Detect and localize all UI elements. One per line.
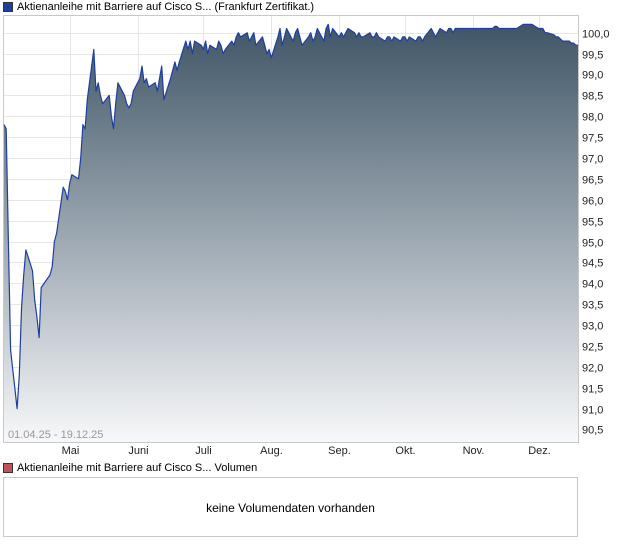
volume-empty-message: keine Volumendaten vorhanden bbox=[206, 501, 375, 515]
x-tick-label: Sep. bbox=[328, 445, 351, 457]
x-tick-label: Aug. bbox=[260, 445, 283, 457]
y-tick-label: 98,0 bbox=[582, 112, 603, 124]
y-tick-label: 92,0 bbox=[582, 363, 603, 375]
y-tick-label: 96,0 bbox=[582, 196, 603, 208]
y-tick-label: 98,5 bbox=[582, 91, 603, 103]
y-tick-label: 91,0 bbox=[582, 405, 603, 417]
x-tick-label: Okt. bbox=[395, 445, 415, 457]
date-range-label: 01.04.25 - 19.12.25 bbox=[8, 429, 103, 441]
volume-legend-label: Aktienanleihe mit Barriere auf Cisco S..… bbox=[17, 462, 258, 474]
y-tick-label: 99,0 bbox=[582, 70, 603, 82]
x-tick-label: Nov. bbox=[463, 445, 485, 457]
y-tick-label: 94,0 bbox=[582, 279, 603, 291]
x-tick-label: Mai bbox=[62, 445, 80, 457]
price-legend-swatch bbox=[3, 2, 13, 12]
y-axis: 90,5 91,0 91,5 92,0 92,5 93,0 93,5 94,0 94,5 95,0… bbox=[582, 29, 610, 437]
volume-legend-swatch bbox=[3, 463, 13, 473]
price-line bbox=[3, 23, 578, 410]
y-tick-label: 97,5 bbox=[582, 133, 603, 145]
x-axis: Mai Juni Juli Aug. Sep. Okt. Nov. Dez. bbox=[62, 445, 551, 457]
y-tick-label: 94,5 bbox=[582, 258, 603, 270]
y-tick-label: 99,5 bbox=[582, 50, 603, 62]
x-tick-label: Dez. bbox=[528, 445, 551, 457]
y-tick-label: 95,5 bbox=[582, 217, 603, 229]
y-tick-label: 93,5 bbox=[582, 300, 603, 312]
x-tick-label: Juni bbox=[128, 445, 148, 457]
y-tick-label: 100,0 bbox=[582, 29, 610, 41]
price-legend: Aktienanleihe mit Barriere auf Cisco S..… bbox=[3, 0, 314, 14]
price-area bbox=[4, 24, 578, 443]
price-legend-label: Aktienanleihe mit Barriere auf Cisco S..… bbox=[17, 1, 315, 13]
y-tick-label: 97,0 bbox=[582, 154, 603, 166]
y-tick-label: 90,5 bbox=[582, 425, 603, 437]
y-tick-label: 93,0 bbox=[582, 321, 603, 333]
y-tick-label: 95,0 bbox=[582, 238, 603, 250]
volume-chart: keine Volumendaten vorhanden bbox=[3, 477, 578, 537]
x-tick-label: Juli bbox=[195, 445, 212, 457]
y-tick-label: 96,5 bbox=[582, 175, 603, 187]
y-tick-label: 91,5 bbox=[582, 384, 603, 396]
y-tick-label: 92,5 bbox=[582, 342, 603, 354]
price-chart: 90,5 91,0 91,5 92,0 92,5 93,0 93,5 94,0 94,5 95,0… bbox=[3, 15, 610, 457]
volume-legend: Aktienanleihe mit Barriere auf Cisco S..… bbox=[3, 461, 257, 475]
